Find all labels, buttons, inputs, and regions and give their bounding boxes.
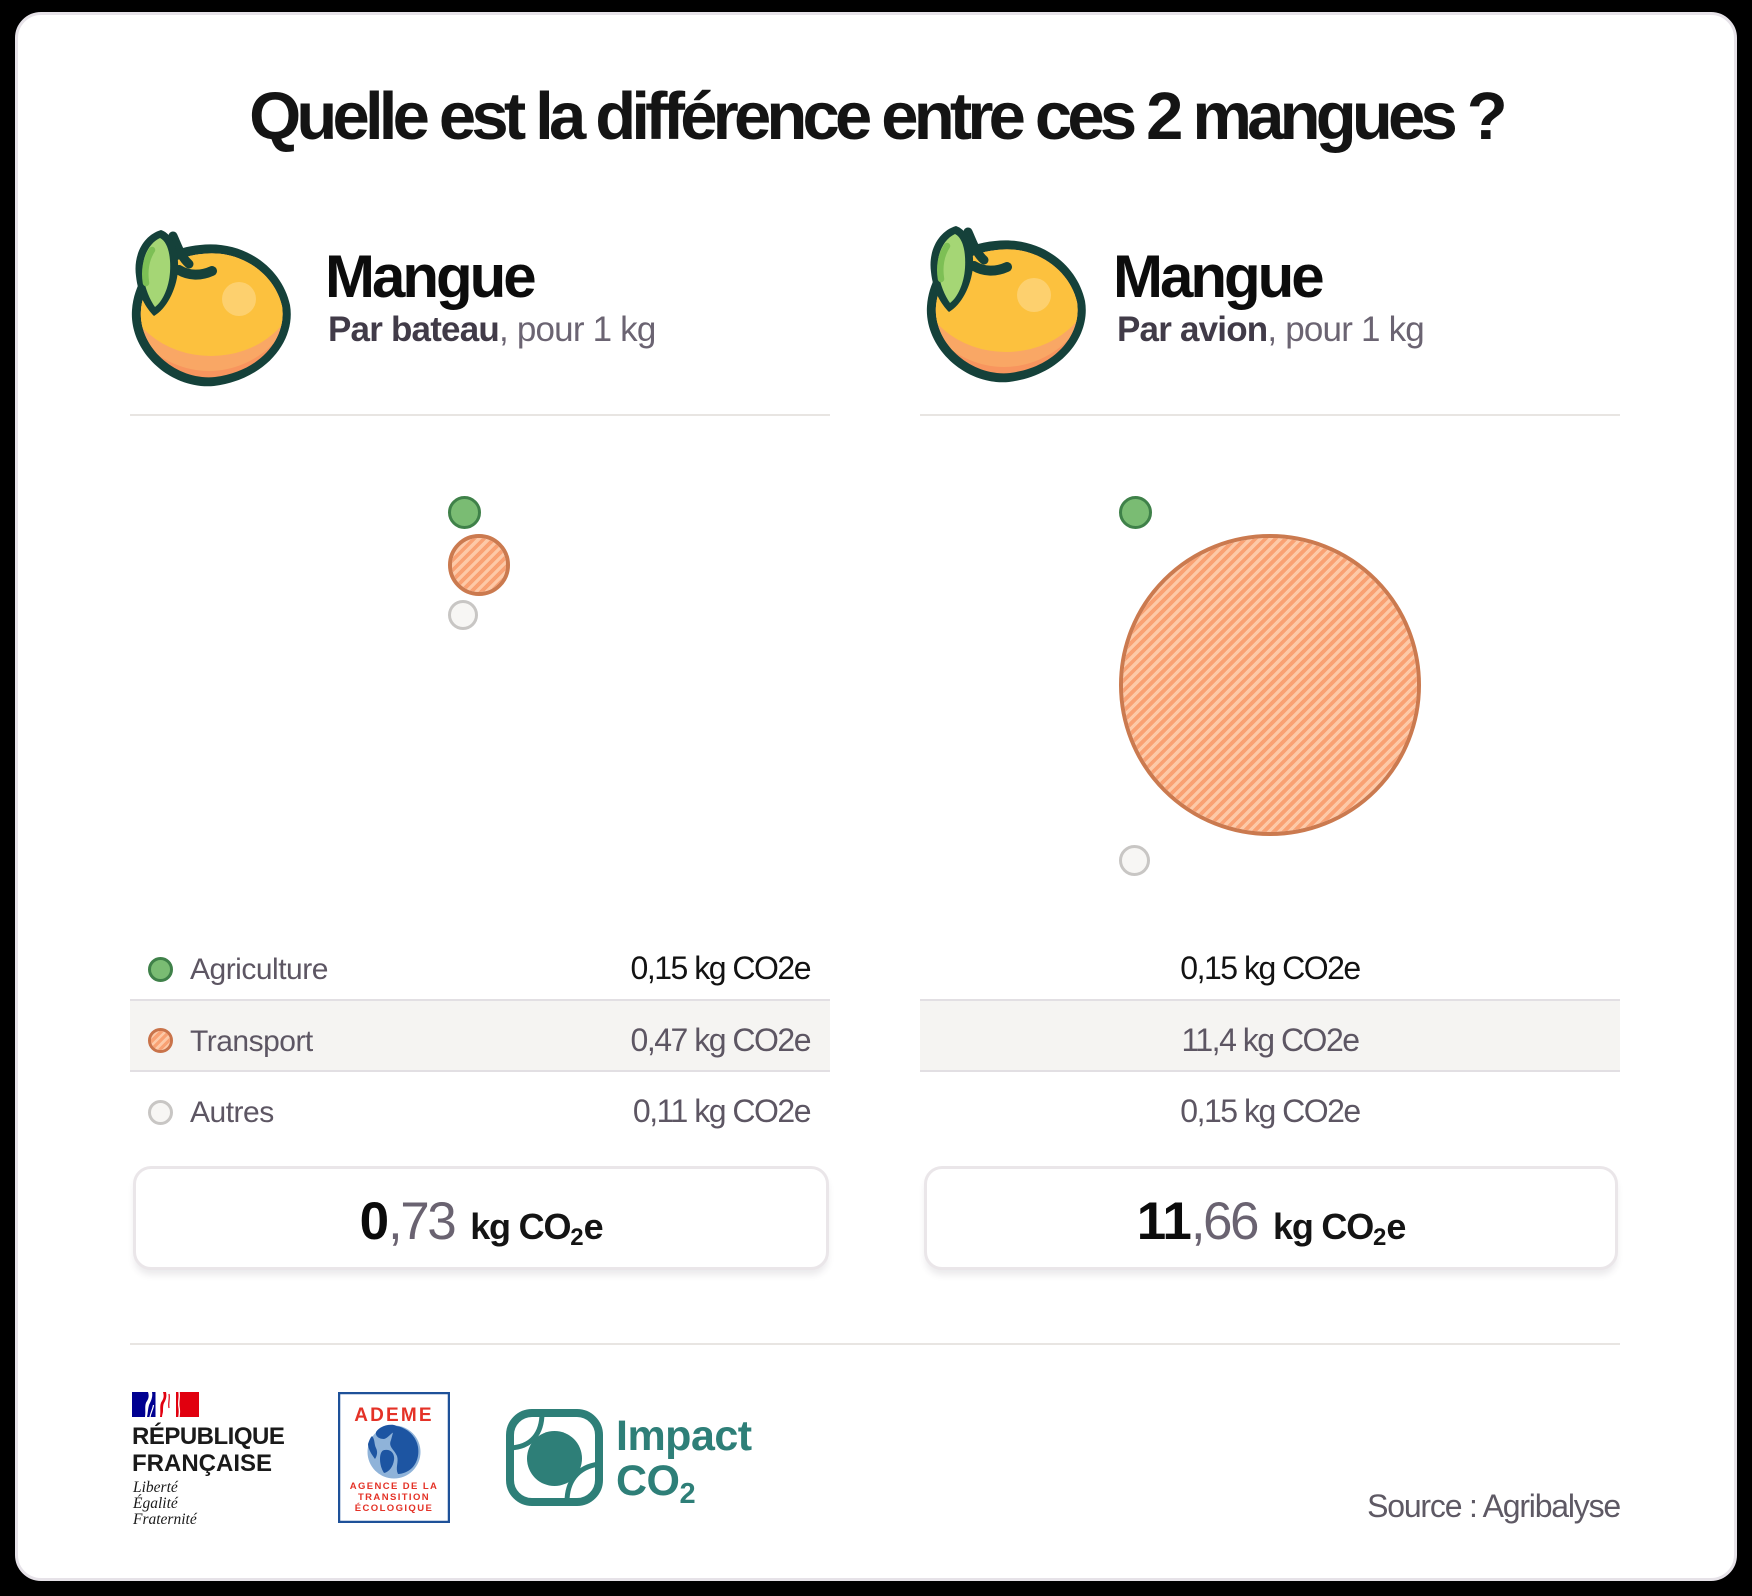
svg-text:AGENCE DE LA: AGENCE DE LA [350,1481,439,1492]
svg-text:TRANSITION: TRANSITION [358,1492,430,1503]
svg-text:ADEME: ADEME [354,1405,434,1426]
svg-text:ÉCOLOGIQUE: ÉCOLOGIQUE [355,1503,433,1514]
